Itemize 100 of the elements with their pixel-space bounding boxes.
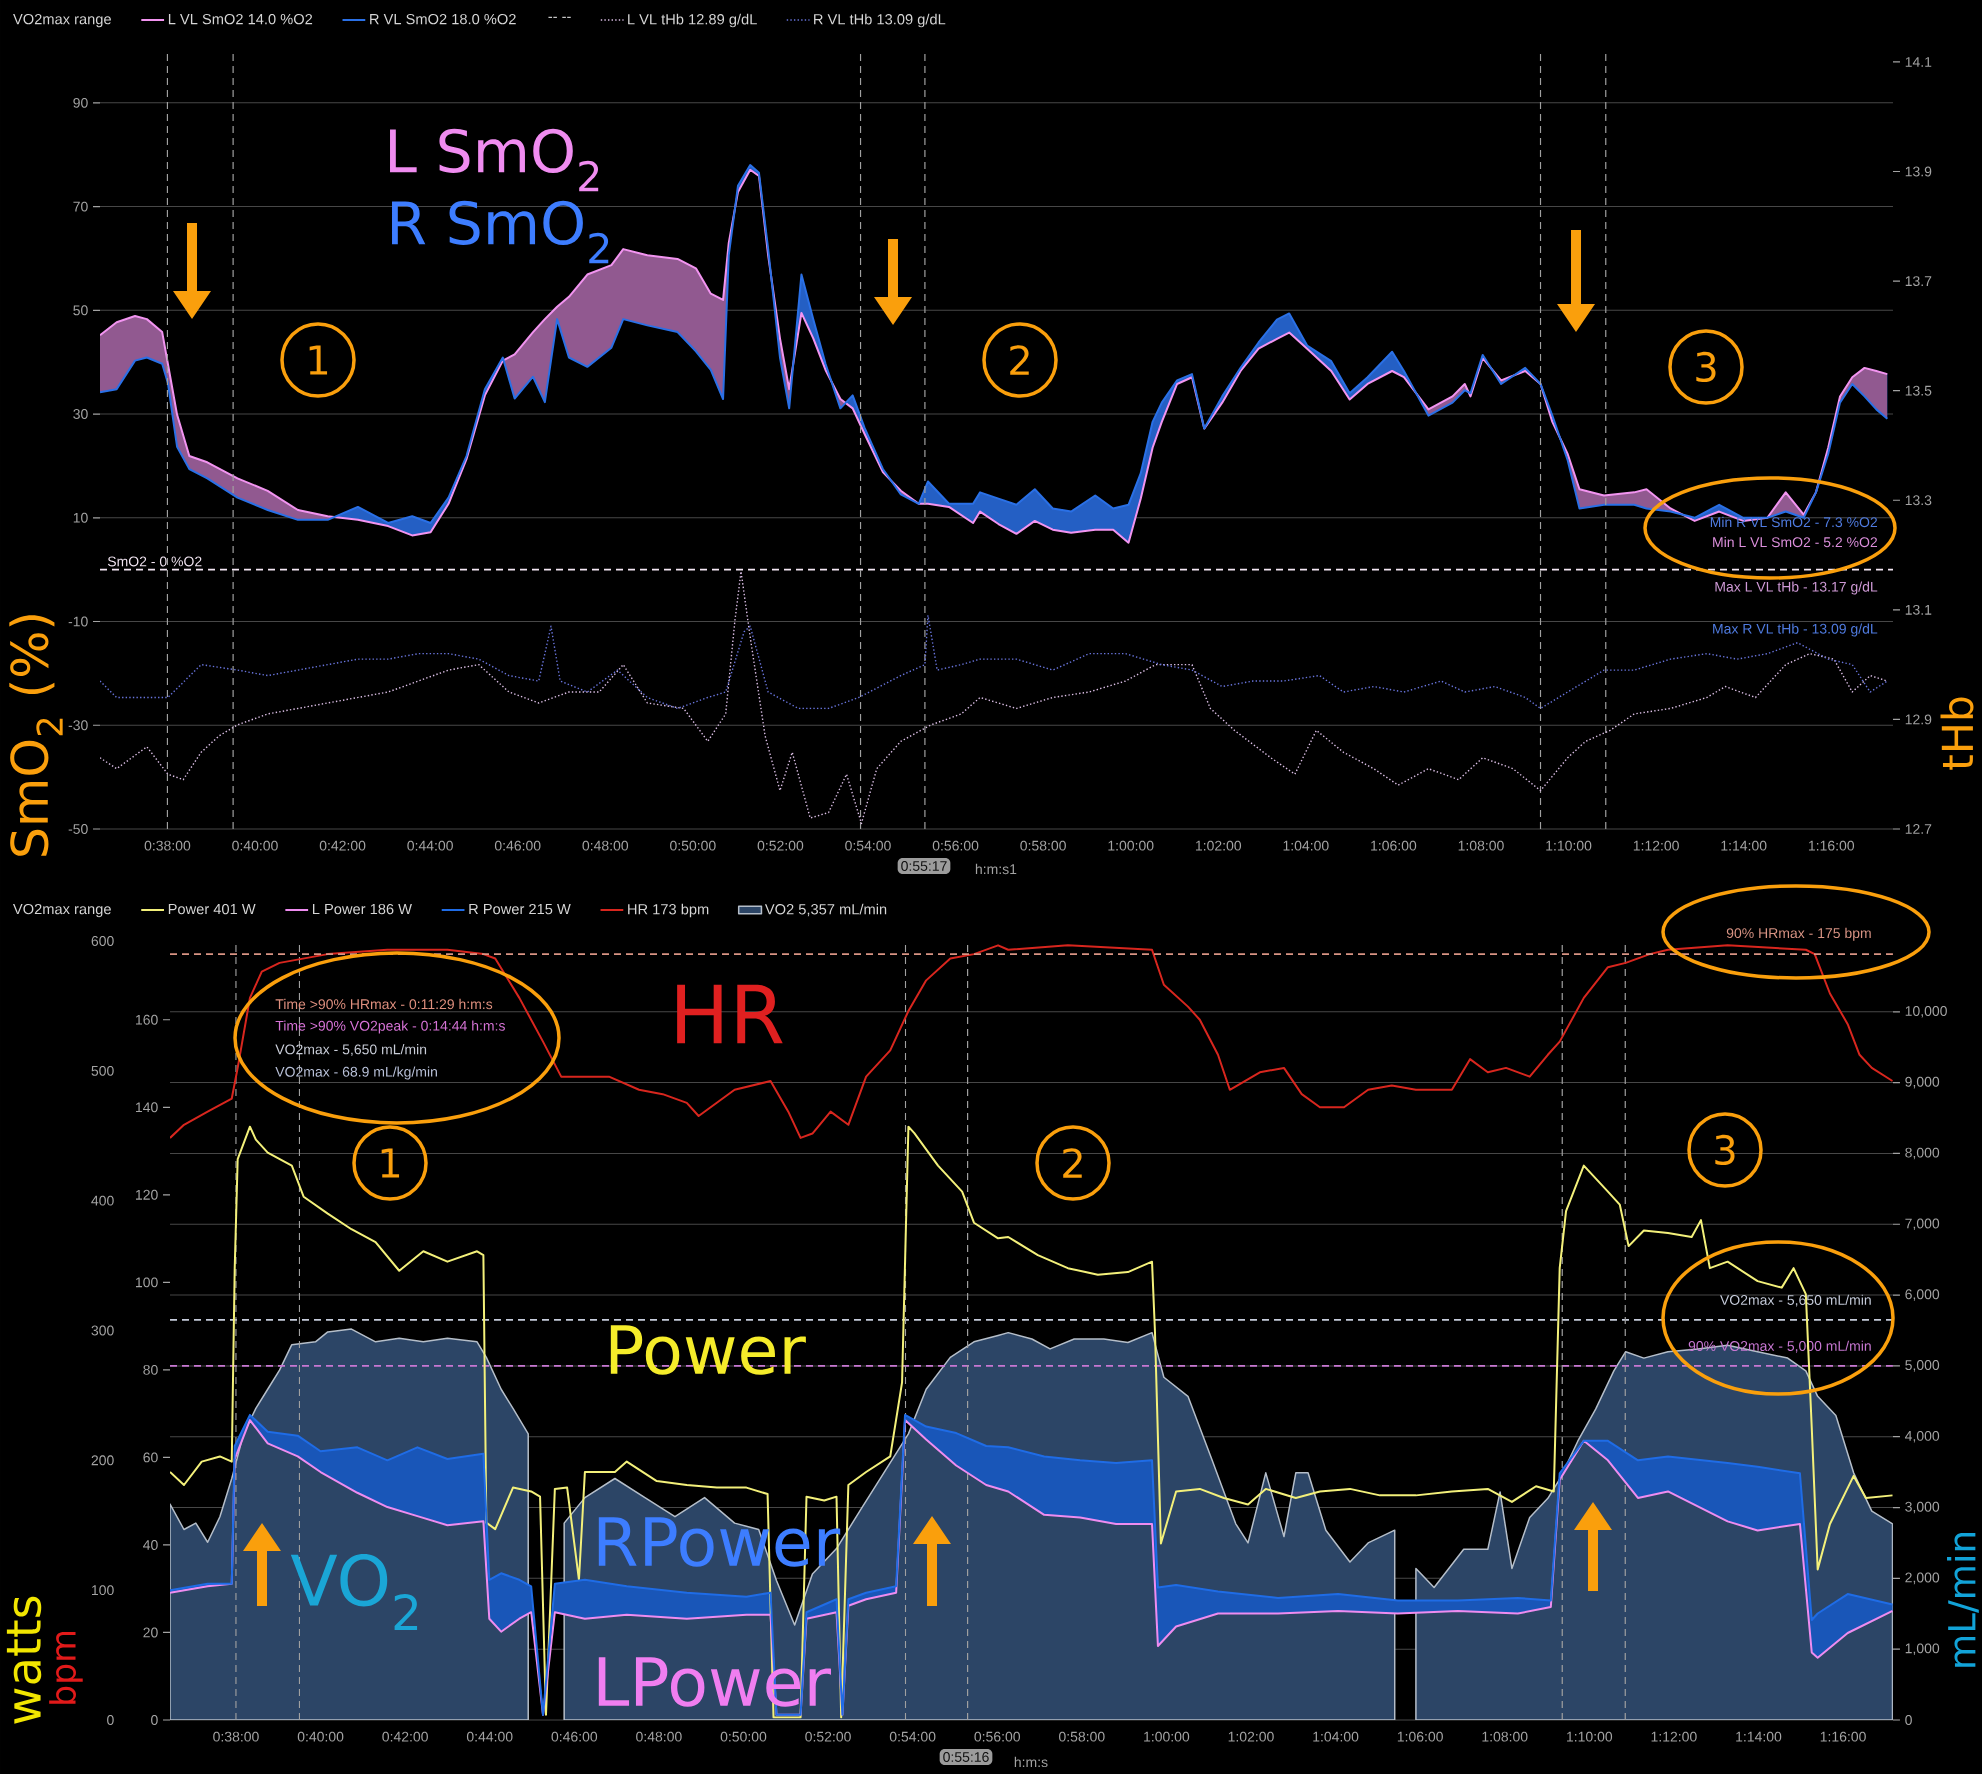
legend-label: Power 401 W (168, 903, 256, 915)
x-tick-label: 0:38:00 (213, 1731, 259, 1742)
x-tick-label: 0:50:00 (720, 1731, 767, 1742)
annotation: Time >90% VO2peak - 0:14:44 h:m:s (275, 1020, 505, 1034)
legend-title: VO2max range (13, 13, 111, 28)
ref-line-label: 90% HRmax - 175 bpm (1726, 927, 1871, 941)
x-tick-label: 1:04:00 (1313, 1731, 1359, 1742)
text: 0:55:16 (943, 1752, 989, 1762)
text: 0:55:17 (901, 861, 947, 871)
x-tick-label: 1:02:00 (1195, 840, 1242, 851)
y-tick-label: 2,000 (1905, 1572, 1940, 1585)
legend-label: R VL tHb 13.09 g/dL (814, 13, 946, 28)
y-tick-label: 5,000 (1905, 1360, 1940, 1372)
y3-tick-label: 140 (136, 1102, 158, 1113)
y3-tick-label: 80 (143, 1364, 158, 1375)
x-tick-label: 0:48:00 (582, 840, 629, 851)
y2-tick-label: 600 (91, 936, 114, 946)
x-tick-label: 0:40:00 (297, 1731, 344, 1742)
ref-line-label: SmO2 - 0 %O2 (107, 556, 202, 567)
y2-tick-label: 13.9 (1905, 166, 1932, 177)
y3-tick-label: 0 (151, 1715, 158, 1725)
annotation: R SmO$_{2}$ (392, 200, 609, 264)
y-tick-label: 1,000 (1905, 1643, 1940, 1655)
x-tick-label: 0:56:00 (932, 840, 979, 851)
annotation: VO$_{2}$ (290, 1553, 418, 1631)
annotation: Max L VL tHb - 13.17 g/dL (1715, 581, 1878, 595)
legend-label: R Power 215 W (469, 903, 571, 915)
x-tick-label: 1:02:00 (1228, 1731, 1274, 1742)
y3-tick-label: 100 (136, 1277, 158, 1288)
y-tick-label: 8,000 (1905, 1147, 1940, 1160)
y-tick-label: 9,000 (1905, 1076, 1940, 1089)
x-tick-label: 1:10:00 (1567, 1731, 1613, 1742)
annotation: 2 (1010, 345, 1029, 375)
y-tick-label: 30 (73, 409, 88, 420)
annotation: 1 (381, 1148, 400, 1178)
x-tick-label: 1:08:00 (1482, 1731, 1528, 1742)
annotation: 3 (1715, 1134, 1735, 1166)
y-tick-label: 6,000 (1905, 1289, 1940, 1301)
y2-tick-label: 12.7 (1905, 824, 1932, 834)
y-tick-label: 3,000 (1905, 1501, 1940, 1514)
y3-tick-label: 120 (136, 1189, 158, 1200)
x-tick-label: 0:54:00 (845, 840, 891, 851)
x-tick-label: 0:42:00 (319, 840, 366, 851)
y2-tick-label: 13.1 (1905, 604, 1932, 615)
annotation: VO2max - 5,650 mL/min (275, 1044, 427, 1056)
legend-label: R VL SmO2 18.0 %O2 (370, 13, 516, 25)
text: -- -- (548, 16, 571, 18)
y3-axis-title: bpm (49, 1631, 83, 1704)
x-tick-label: 1:10:00 (1546, 840, 1592, 851)
y2-tick-label: 12.9 (1905, 714, 1932, 725)
y-tick-label: 0 (1905, 1715, 1912, 1725)
x-tick-label: 1:14:00 (1736, 1731, 1782, 1742)
y2-tick-label: 300 (91, 1325, 114, 1336)
x-tick-label: 1:12:00 (1651, 1731, 1697, 1742)
y-tick-label: 10,000 (1905, 1006, 1947, 1018)
y-tick-label: -30 (68, 720, 88, 731)
y-tick-label: 70 (73, 201, 88, 212)
legend-label: VO2 5,357 mL/min (764, 903, 887, 917)
legend-label: L VL SmO2 14.0 %O2 (168, 13, 313, 25)
y3-tick-label: 160 (136, 1014, 158, 1025)
x-tick-label: 1:06:00 (1371, 840, 1417, 851)
y-axis-title: mL/min (1947, 1533, 1979, 1667)
y-tick-label: 10 (73, 512, 88, 523)
annotation: Power (610, 1325, 806, 1375)
y2-tick-label: 14.1 (1905, 57, 1932, 67)
legend-label: L Power 186 W (312, 903, 412, 915)
y-axis-title: SmO$_{2}$ (%) (9, 615, 63, 856)
y2-tick-label: 400 (91, 1195, 114, 1206)
line-series (170, 1125, 1893, 1719)
x-tick-label: 0:54:00 (889, 1731, 936, 1742)
y2-tick-label: 0 (107, 1715, 114, 1725)
x-tick-label: 0:56:00 (974, 1731, 1021, 1742)
x-tick-label: 0:44:00 (407, 840, 453, 851)
x-tick-label: 1:16:00 (1820, 1731, 1866, 1742)
y-tick-label: 90 (73, 97, 88, 108)
x-axis-title: h:m:s1 (975, 863, 1017, 875)
x-tick-label: 1:06:00 (1397, 1731, 1443, 1742)
x-tick-label: 0:52:00 (757, 840, 804, 851)
y2-axis-title: tHb (1940, 697, 1974, 770)
y-tick-label: -10 (68, 616, 88, 627)
x-tick-label: 0:38:00 (144, 840, 191, 851)
annotation: Time >90% HRmax - 0:11:29 h:m:s (275, 998, 493, 1010)
annotation: L SmO$_{2}$ (390, 128, 599, 192)
y2-tick-label: 500 (91, 1065, 114, 1076)
x-tick-label: 0:40:00 (232, 840, 278, 851)
legend-label: HR 173 bpm (628, 903, 709, 918)
y-tick-label: 7,000 (1905, 1218, 1940, 1231)
x-tick-label: 0:46:00 (551, 1731, 598, 1742)
y-tick-label: 4,000 (1904, 1430, 1940, 1443)
x-tick-label: 0:50:00 (670, 840, 716, 851)
y2-tick-label: 13.5 (1905, 385, 1932, 396)
x-tick-label: 1:16:00 (1808, 840, 1855, 851)
x-tick-label: 0:52:00 (805, 1731, 851, 1742)
annotation: Max R VL tHb - 13.09 g/dL (1713, 623, 1878, 637)
x-tick-label: 0:44:00 (466, 1731, 513, 1742)
x-tick-label: 1:04:00 (1283, 840, 1329, 851)
x-tick-label: 0:46:00 (494, 840, 541, 851)
annotation: VO2max - 68.9 mL/kg/min (275, 1066, 437, 1080)
annotation: 2 (1063, 1148, 1082, 1178)
x-tick-label: 1:00:00 (1144, 1731, 1190, 1742)
